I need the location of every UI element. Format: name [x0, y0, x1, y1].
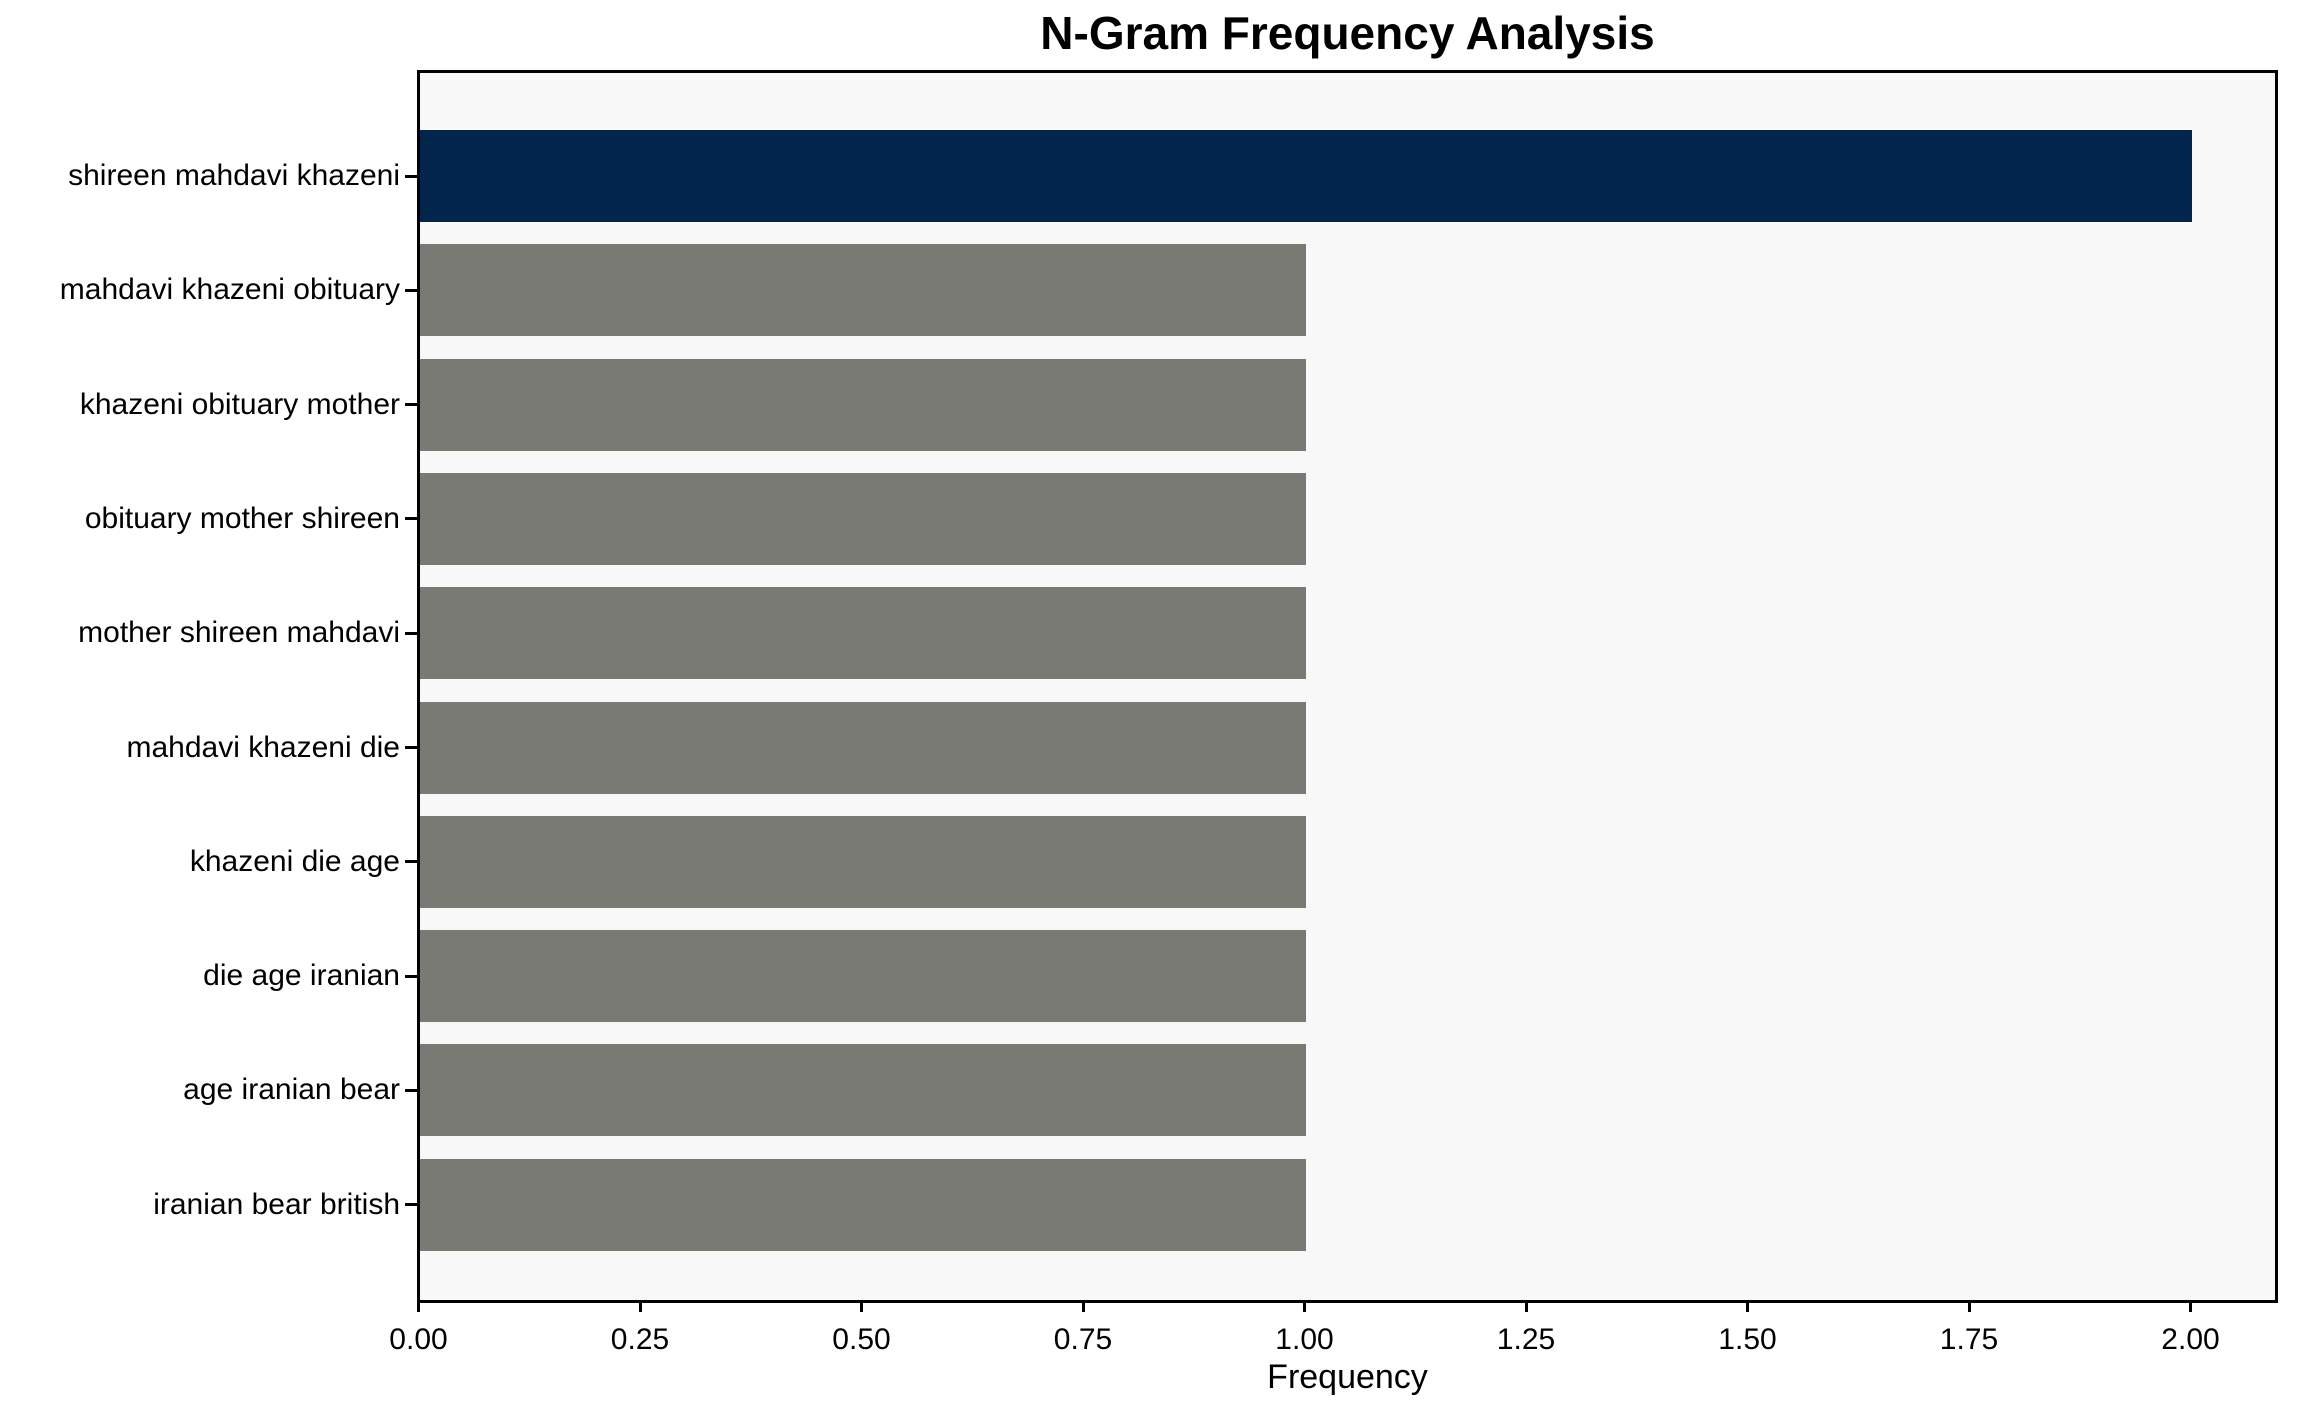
y-tick-mark [405, 631, 418, 635]
y-tick-mark [405, 1088, 418, 1092]
bar-iranian-bear-british [420, 1158, 1306, 1251]
x-tick-label: 0.00 [389, 1323, 448, 1356]
x-tick-label: 1.00 [1275, 1323, 1334, 1356]
x-tick-mark [1746, 1300, 1749, 1312]
x-tick-mark [638, 1300, 642, 1312]
bar-mahdavi-khazeni-die [420, 701, 1306, 794]
bar-mahdavi-khazeni-obituary [420, 244, 1306, 337]
y-tick-mark [405, 860, 418, 864]
y-tick-label: iranian bear british [153, 1187, 400, 1221]
y-tick-mark [405, 174, 418, 178]
x-tick-mark [1081, 1300, 1085, 1312]
x-tick-mark [417, 1300, 420, 1312]
y-tick-label: obituary mother shireen [84, 501, 400, 535]
x-tick-mark [860, 1300, 863, 1312]
y-tick-label: die age iranian [203, 959, 400, 993]
y-tick-label: khazeni obituary mother [79, 387, 400, 421]
x-tick-mark [2189, 1300, 2192, 1312]
y-tick-mark [405, 974, 418, 978]
x-tick-label: 1.25 [1496, 1323, 1556, 1356]
x-tick-label: 0.75 [1053, 1323, 1113, 1356]
x-tick-label: 0.25 [610, 1323, 670, 1356]
x-tick-label: 1.75 [1939, 1323, 1999, 1356]
chart-title: N-Gram Frequency Analysis [1040, 7, 1655, 59]
bar-die-age-iranian [420, 930, 1306, 1023]
y-tick-label: khazeni die age [189, 844, 400, 878]
x-tick-mark [1967, 1300, 1971, 1312]
y-tick-label: shireen mahdavi khazeni [68, 159, 400, 192]
x-tick-mark [1524, 1300, 1528, 1312]
y-tick-label: mother shireen mahdavi [78, 616, 400, 650]
x-tick-label: 1.50 [1718, 1323, 1777, 1356]
x-axis-label: Frequency [1267, 1358, 1428, 1396]
x-tick-label: 2.00 [2161, 1323, 2220, 1356]
bar-obituary-mother-shireen [420, 472, 1306, 565]
y-tick-mark [405, 746, 418, 749]
bar-khazeni-die-age [420, 815, 1306, 908]
bar-mother-shireen-mahdavi [420, 587, 1306, 680]
y-tick-mark [405, 403, 418, 407]
y-tick-label: mahdavi khazeni die [126, 730, 400, 764]
y-tick-mark [405, 517, 418, 521]
y-tick-mark [405, 1203, 418, 1207]
bar-age-iranian-bear [420, 1044, 1306, 1137]
bar-shireen-mahdavi-khazeni [420, 130, 2192, 222]
y-tick-label: mahdavi khazeni obituary [59, 273, 400, 307]
y-tick-mark [405, 288, 418, 292]
bar-khazeni-obituary-mother [420, 358, 1306, 451]
x-tick-label: 0.50 [832, 1323, 891, 1356]
plot-area: shireen mahdavi khazeni mahdavi khazeni o… [60, 70, 2278, 1356]
x-tick-mark [1303, 1300, 1306, 1312]
y-tick-label: age iranian bear [183, 1073, 400, 1107]
